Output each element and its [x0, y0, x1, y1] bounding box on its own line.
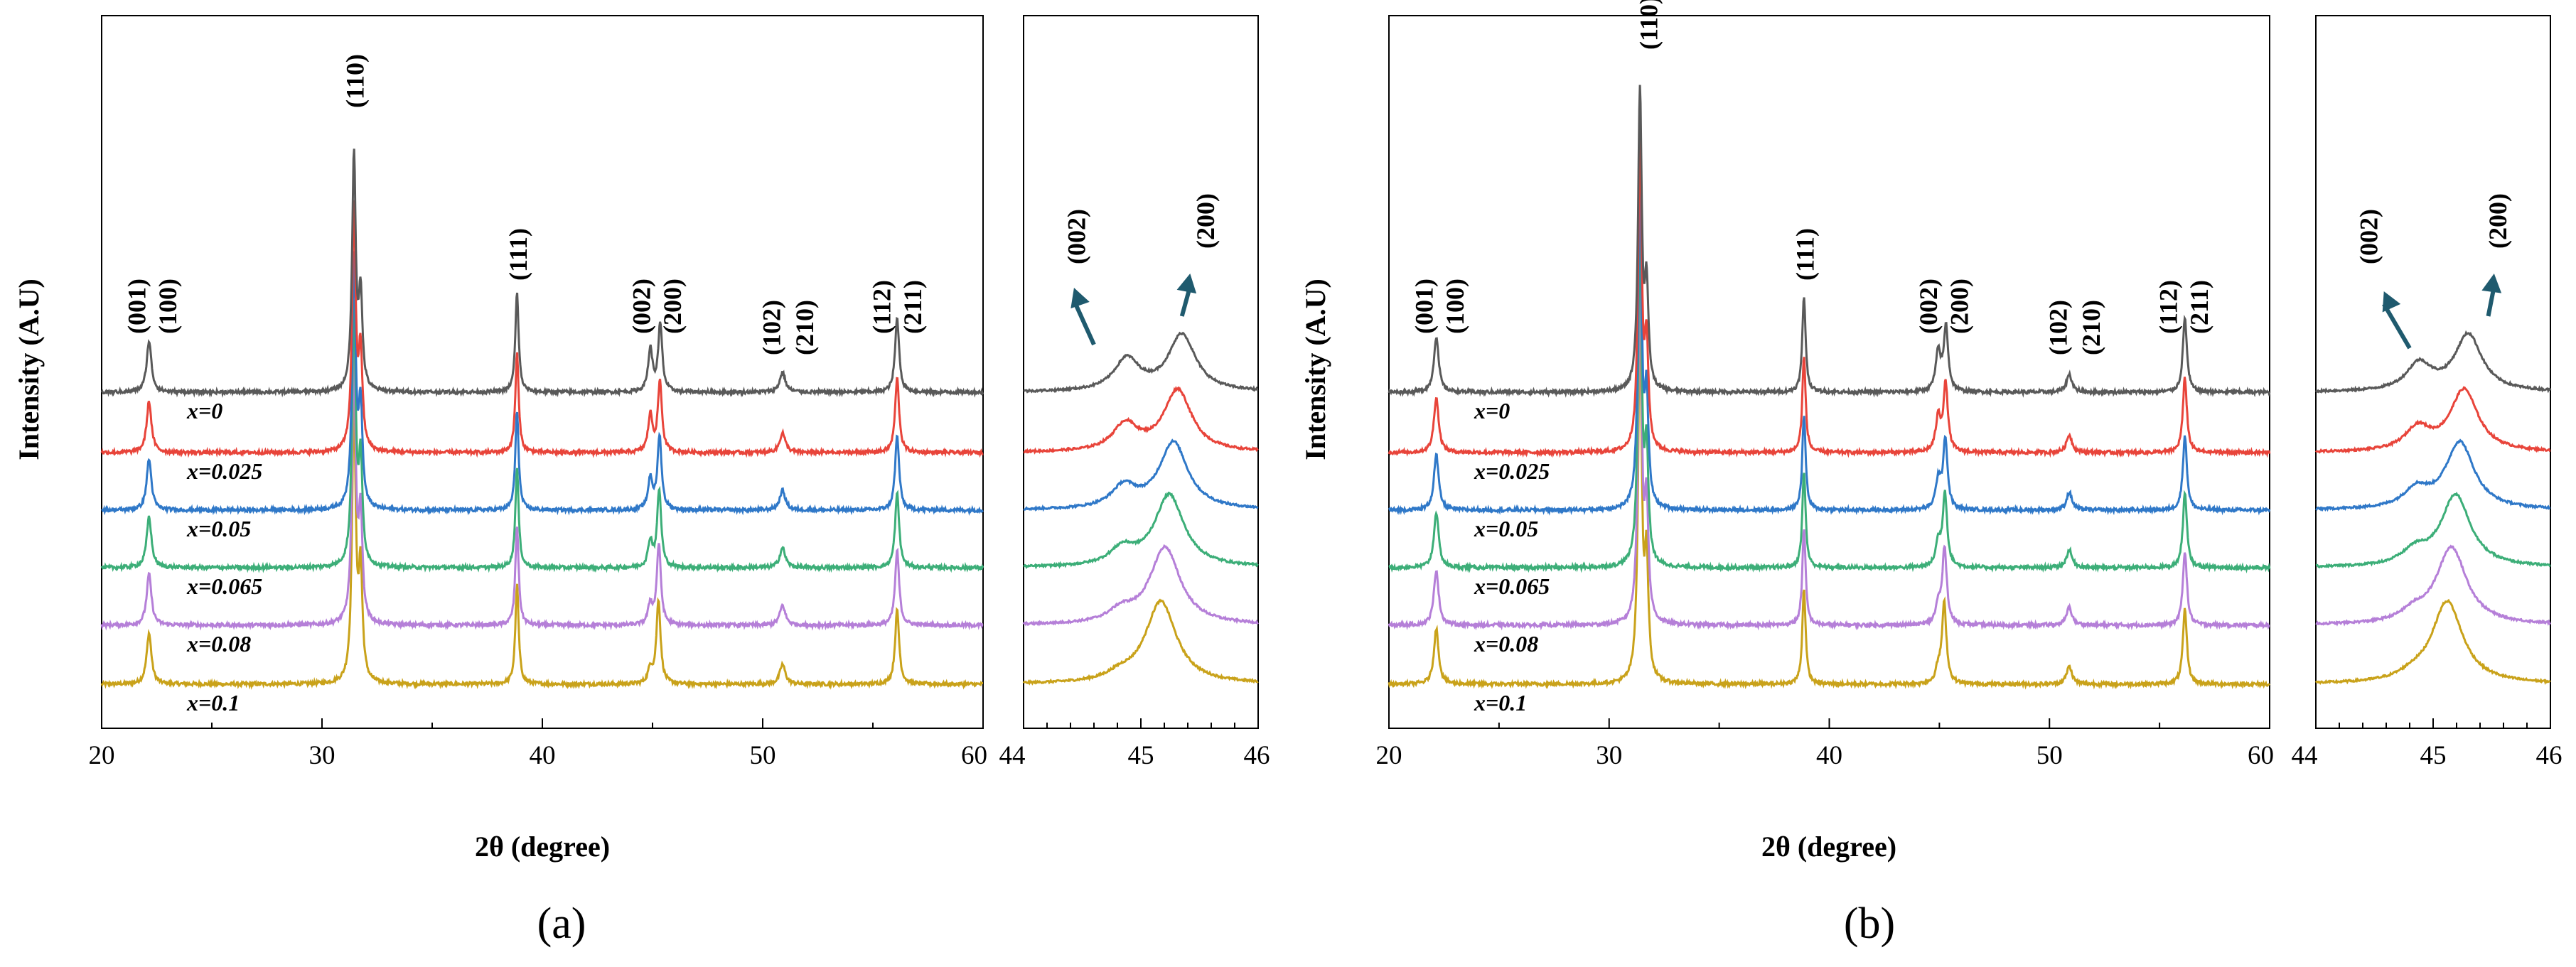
main-plot-frame [101, 15, 984, 729]
inset-plot-frame [1023, 15, 1259, 729]
x-tick-label: 60 [2248, 741, 2274, 770]
inset-series-line-x-0-05 [2315, 438, 2550, 512]
inset-x-tick-label: 44 [2292, 741, 2318, 770]
peak-label: (211) [2185, 280, 2213, 334]
peak-label: (112) [867, 280, 896, 334]
peak-label: (200) [658, 279, 687, 334]
series-line-x-0-065 [100, 299, 984, 573]
inset-x-tick-label: 46 [2536, 741, 2562, 770]
inset-peak-label: (002) [2354, 209, 2383, 264]
peak-label: (102) [2044, 300, 2073, 355]
series-label: x=0.065 [1474, 573, 1550, 599]
y-axis-title: Intensity (A.U) [1299, 279, 1331, 460]
inset-series-line-x-0-065 [1023, 491, 1259, 570]
series-label: x=0 [1474, 398, 1510, 423]
series-label: x=0.08 [186, 631, 251, 657]
peak-label: (001) [123, 279, 151, 334]
series-label: x=0 [186, 398, 222, 423]
series-line-x-0-05 [101, 251, 984, 517]
peak-label: (110) [1635, 0, 1663, 50]
series-label: x=0.025 [186, 458, 262, 484]
inset-peak-label: (002) [1062, 209, 1090, 264]
x-tick-label: 30 [1596, 741, 1622, 770]
series-label: x=0.1 [1474, 690, 1527, 715]
main-plot-frame [1388, 15, 2270, 729]
series-label: x=0.1 [186, 690, 240, 715]
x-tick-label: 50 [2036, 741, 2063, 770]
series-line-x-0 [100, 148, 984, 399]
peak-label: (002) [628, 279, 656, 334]
y-axis-title: Intensity (A.U) [13, 279, 45, 460]
shift-arrow-icon [2382, 303, 2412, 350]
series-line-x-0-065 [1388, 226, 2271, 574]
series-line-x-0-025 [100, 200, 984, 458]
peak-label: (211) [898, 280, 927, 334]
inset-series-line-x-0-05 [1023, 438, 1259, 512]
inset-series-line-x-0-08 [2315, 544, 2552, 627]
inset-x-tick-label: 44 [999, 741, 1026, 770]
shift-arrow-head-icon [1176, 274, 1197, 294]
shift-arrow-head-icon [2382, 291, 2401, 313]
series-label: x=0.05 [1474, 516, 1538, 541]
x-tick-label: 30 [309, 741, 336, 770]
peak-label: (002) [1914, 279, 1943, 334]
inset-series-line-x-0-025 [1024, 386, 1259, 455]
panel-caption: (a) [537, 900, 586, 948]
series-label: x=0.05 [186, 516, 251, 541]
series-line-x-0-1 [1388, 320, 2270, 690]
peak-label: (001) [1410, 279, 1439, 334]
inset-series-line-x-0 [2314, 330, 2552, 394]
shift-arrow-icon [1072, 299, 1096, 346]
x-axis-title: 2θ (degree) [475, 831, 610, 863]
shift-arrow-head-icon [1070, 288, 1090, 309]
peak-label: (210) [2077, 300, 2105, 355]
inset-series-line-x-0-1 [2314, 598, 2551, 686]
series-line-x-0-08 [1388, 271, 2270, 631]
series-line-x-0-05 [1388, 179, 2271, 516]
shift-arrow-head-icon [2481, 274, 2502, 293]
x-tick-label: 60 [961, 741, 987, 770]
series-line-x-0-025 [1388, 133, 2271, 458]
panel-caption: (b) [1844, 900, 1895, 948]
series-line-x-0-08 [100, 346, 984, 631]
inset-series-line-x-0-065 [2315, 492, 2551, 569]
inset-series-line-x-0-1 [1022, 598, 1259, 686]
chart-panel-a: 20 30 40 50 60 44 45 46 2θ (degree) Intensity (A.… [13, 15, 1270, 948]
x-tick-label: 40 [1816, 741, 1842, 770]
peak-label: (111) [1791, 228, 1819, 281]
x-axis-title: 2θ (degree) [1761, 831, 1896, 863]
peak-label: (110) [341, 54, 370, 108]
peak-label: (111) [504, 228, 532, 281]
series-label: x=0.025 [1474, 458, 1550, 484]
x-tick-label: 20 [1376, 741, 1402, 770]
inset-x-tick-label: 46 [1244, 741, 1270, 770]
x-tick-label: 40 [530, 741, 556, 770]
peak-label: (100) [154, 279, 182, 334]
x-tick-label: 50 [750, 741, 776, 770]
inset-series-line-x-0-025 [2314, 386, 2551, 455]
chart-panel-b: 20 30 40 50 60 44 45 46 2θ (degree) Intensity (A.… [1299, 0, 2562, 948]
peak-label: (112) [2154, 280, 2183, 334]
inset-peak-label: (200) [1191, 193, 1220, 249]
x-tick-label: 20 [89, 741, 115, 770]
peak-label: (102) [757, 300, 785, 355]
inset-x-tick-label: 45 [1128, 741, 1154, 770]
inset-series-line-x-0 [1023, 331, 1259, 394]
peak-label: (210) [790, 300, 819, 355]
peak-label: (200) [1945, 279, 1973, 334]
inset-x-tick-label: 45 [2420, 741, 2447, 770]
series-label: x=0.08 [1474, 631, 1538, 657]
peak-label: (100) [1441, 279, 1469, 334]
series-label: x=0.065 [186, 573, 262, 599]
series-line-x-0 [1388, 85, 2271, 398]
inset-peak-label: (200) [2484, 193, 2512, 249]
series-line-x-0-1 [100, 399, 983, 690]
inset-series-line-x-0-08 [1022, 544, 1259, 627]
